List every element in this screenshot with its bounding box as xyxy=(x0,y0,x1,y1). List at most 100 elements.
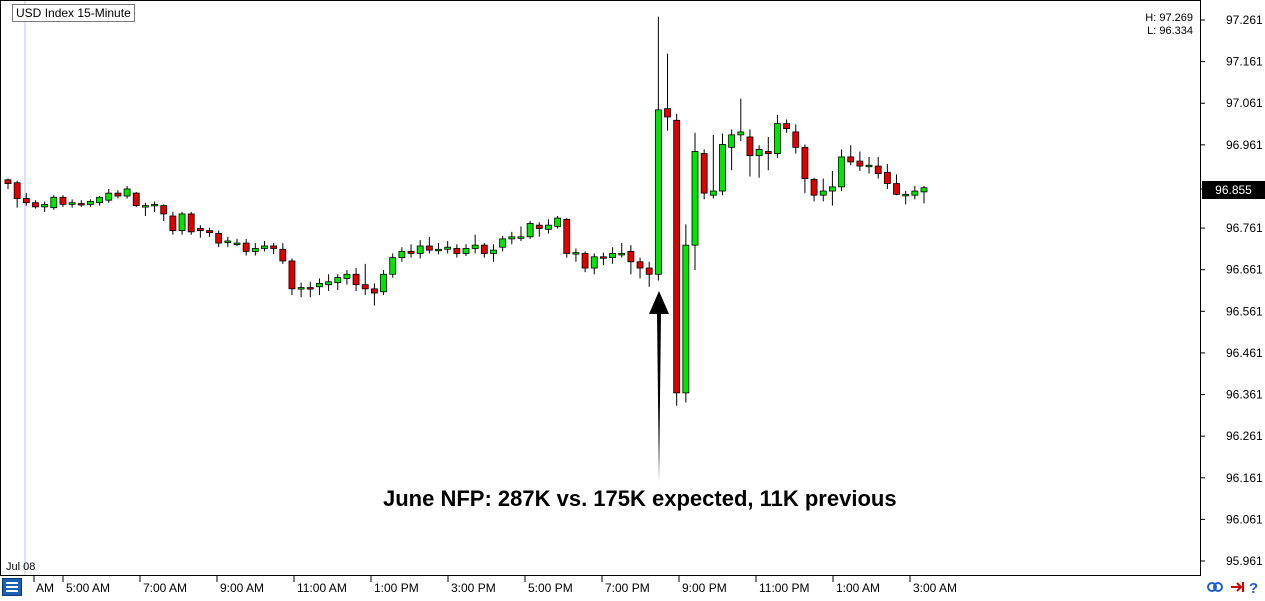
help-icon[interactable]: ? xyxy=(1249,580,1258,597)
candle-body xyxy=(609,253,616,259)
candle-body xyxy=(4,179,12,184)
candle-body xyxy=(233,242,241,245)
time-axis: AM 5:00 AM 7:00 AM 9:00 AM 11:00 AM 1:00 PM 3:… xyxy=(33,575,957,595)
svg-text:?: ? xyxy=(1249,580,1258,596)
candle-body xyxy=(352,273,360,286)
candle-body xyxy=(755,149,763,157)
symbol-name: USD xyxy=(16,6,42,20)
candle-body xyxy=(123,188,131,197)
candle-body xyxy=(444,246,452,250)
candle-body xyxy=(270,245,278,249)
candle-body xyxy=(343,273,351,279)
candle-body xyxy=(810,178,818,196)
price-tick-label: 96.661 xyxy=(1226,263,1263,277)
candle-body xyxy=(206,230,213,234)
candle-body xyxy=(600,256,607,259)
candle-body xyxy=(425,245,433,251)
candle-body xyxy=(334,277,342,283)
candle-body xyxy=(261,245,268,249)
price-tick-label: 95.961 xyxy=(1226,554,1263,568)
arrow-right-icon[interactable] xyxy=(1231,582,1244,592)
candle-body xyxy=(96,196,103,204)
candle-body xyxy=(829,186,836,192)
current-price-label: 96.855 xyxy=(1202,181,1265,199)
candle-body xyxy=(306,287,314,290)
candle-body xyxy=(581,253,589,269)
candle-body xyxy=(572,252,580,255)
candle-body xyxy=(746,136,754,157)
candle-body xyxy=(297,287,305,290)
candle-body xyxy=(462,248,470,254)
candle-body xyxy=(471,244,479,249)
candle-body xyxy=(590,256,598,269)
time-tick-label: 9:00 PM xyxy=(682,581,727,595)
link-icon[interactable] xyxy=(1207,582,1223,592)
candle-body xyxy=(114,192,122,197)
candle-body xyxy=(132,192,140,207)
candle-body xyxy=(554,217,561,227)
low-value: L: 96.334 xyxy=(1147,25,1193,37)
candle-body xyxy=(453,248,461,254)
toolbar-icons: ? xyxy=(1204,578,1264,597)
time-tick-label: 11:00 PM xyxy=(759,581,809,595)
candle-body xyxy=(645,267,653,275)
price-tick-label: 97.061 xyxy=(1226,96,1263,110)
time-tick-label: 3:00 AM xyxy=(913,581,957,595)
candle-body xyxy=(819,190,827,196)
candle-body xyxy=(883,171,891,184)
candle-body xyxy=(801,146,809,179)
annotation-arrow xyxy=(649,291,669,482)
high-value: H: 97.269 xyxy=(1145,12,1193,24)
candle-body xyxy=(32,202,39,208)
candle-body xyxy=(251,248,259,252)
candle-body xyxy=(407,250,415,254)
price-tick-label: 96.061 xyxy=(1226,512,1263,526)
candle-body xyxy=(783,123,790,130)
time-tick-label: 9:00 AM xyxy=(220,581,264,595)
candle-body xyxy=(545,224,552,230)
candle-body xyxy=(215,233,223,244)
candle-body xyxy=(288,260,296,290)
candle-body xyxy=(398,250,406,259)
candle-body xyxy=(316,283,323,288)
date-label: Jul 08 xyxy=(6,561,36,573)
candle-body xyxy=(490,249,497,254)
candle-body xyxy=(618,253,626,256)
arrow-shape xyxy=(649,291,669,482)
candle-body xyxy=(893,183,900,195)
candle-body xyxy=(169,215,177,231)
candle-body xyxy=(196,228,204,231)
candle-body xyxy=(22,198,30,204)
candle-body xyxy=(874,165,882,174)
candle-body xyxy=(728,134,736,148)
time-tick-label: 1:00 AM xyxy=(836,581,880,595)
candle-body xyxy=(517,236,525,239)
candle-body xyxy=(77,203,85,206)
candle-body xyxy=(792,131,800,148)
candle-body xyxy=(682,244,690,394)
menu-icon[interactable] xyxy=(2,578,22,596)
candle-body xyxy=(535,224,543,229)
price-tick-label: 96.461 xyxy=(1226,346,1263,360)
candle-body xyxy=(508,236,516,240)
candle-body xyxy=(370,288,378,294)
candle-body xyxy=(151,203,158,207)
candle-body xyxy=(709,190,717,196)
candle-body xyxy=(160,205,168,215)
candle-body xyxy=(764,151,772,154)
price-tick-label: 96.961 xyxy=(1226,138,1263,152)
time-tick-label: 5:00 AM xyxy=(66,581,110,595)
candle-body xyxy=(719,144,726,192)
candle-body xyxy=(279,248,287,262)
time-tick-label: 11:00 AM xyxy=(297,581,347,595)
candle-body xyxy=(380,273,387,293)
candle-body xyxy=(774,123,781,154)
candle-body xyxy=(911,190,919,196)
candle-body xyxy=(847,156,855,163)
candle-body xyxy=(224,240,232,243)
candle-body xyxy=(838,156,845,188)
symbol-title: USD Index 15-Minute xyxy=(12,4,135,22)
price-tick-label: 97.161 xyxy=(1226,55,1263,69)
candle-body xyxy=(325,281,333,286)
